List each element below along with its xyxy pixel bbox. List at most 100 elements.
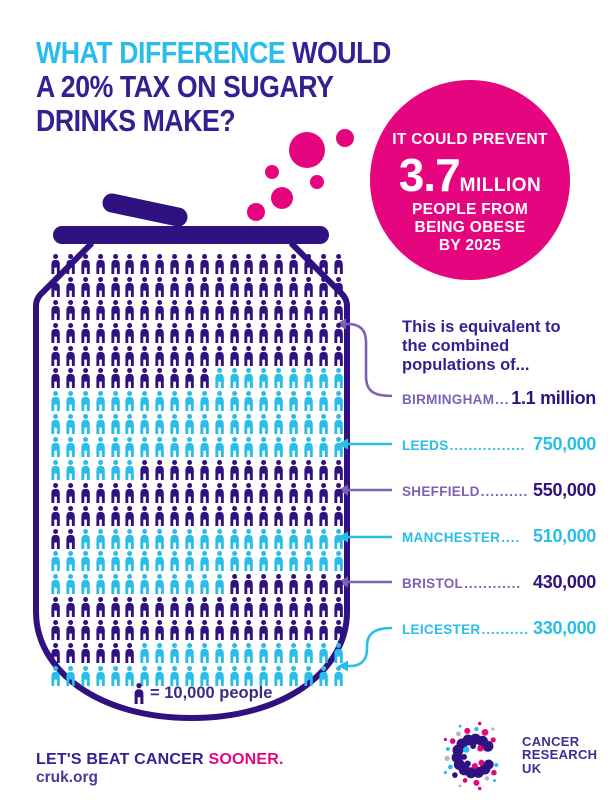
person-icon — [80, 506, 91, 526]
logo-dot — [490, 737, 496, 743]
person-icon — [303, 643, 314, 663]
person-icon — [333, 391, 344, 411]
logo-dot — [474, 726, 479, 732]
person-icon — [139, 437, 150, 457]
person-icon — [65, 277, 76, 297]
city-row: MANCHESTER .... 510,000 — [402, 526, 596, 547]
person-icon — [258, 323, 269, 343]
person-icon — [184, 483, 195, 503]
person-icon — [318, 300, 329, 320]
person-icon — [50, 620, 61, 640]
person-icon — [169, 277, 180, 297]
person-icon — [154, 551, 165, 571]
logo-dot — [473, 779, 480, 786]
person-icon — [333, 620, 344, 640]
person-icon — [243, 597, 254, 617]
person-icon — [288, 277, 299, 297]
person-icon — [110, 620, 121, 640]
fizz-bubble — [310, 175, 324, 189]
dotted-leader: ............ — [464, 576, 522, 591]
person-icon — [214, 254, 225, 274]
person-icon — [288, 666, 299, 686]
person-icon — [214, 460, 225, 480]
pictogram-row — [50, 437, 350, 460]
person-icon — [229, 300, 240, 320]
person-icon — [333, 437, 344, 457]
logo-line-1: CANCER — [522, 733, 580, 749]
pictogram-row — [50, 300, 350, 323]
person-icon — [333, 254, 344, 274]
title-line-3: DRINKS MAKE? — [36, 103, 236, 138]
person-icon — [95, 620, 106, 640]
person-icon — [229, 437, 240, 457]
person-icon — [229, 551, 240, 571]
city-population-value: 330,000 — [533, 618, 596, 638]
person-icon — [184, 254, 195, 274]
person-icon — [169, 597, 180, 617]
person-icon — [139, 254, 150, 274]
person-icon — [288, 620, 299, 640]
person-icon — [258, 391, 269, 411]
logo-dot — [443, 737, 447, 742]
person-icon — [110, 346, 121, 366]
person-icon — [65, 323, 76, 343]
person-icon — [80, 437, 91, 457]
person-icon — [169, 437, 180, 457]
person-icon — [303, 437, 314, 457]
person-icon — [124, 597, 135, 617]
person-icon — [273, 574, 284, 594]
title-accent: WHAT DIFFERENCE — [36, 35, 286, 70]
person-icon — [154, 483, 165, 503]
city-population-value: 550,000 — [533, 480, 596, 500]
person-icon — [110, 437, 121, 457]
person-icon — [229, 414, 240, 434]
fizz-bubble — [247, 203, 265, 221]
person-icon — [80, 346, 91, 366]
person-icon — [273, 368, 284, 388]
fizz-bubble — [289, 132, 325, 168]
title-line1-rest: WOULD — [285, 35, 391, 70]
person-icon — [229, 277, 240, 297]
person-icon — [318, 254, 329, 274]
people-pictogram — [50, 254, 350, 689]
person-icon — [50, 368, 61, 388]
person-icon — [184, 597, 195, 617]
person-icon — [124, 346, 135, 366]
person-icon — [318, 277, 329, 297]
pictogram-row — [50, 620, 350, 643]
city-row: BRISTOL ............ 430,000 — [402, 572, 596, 593]
person-icon — [318, 391, 329, 411]
person-icon — [243, 346, 254, 366]
person-icon — [229, 483, 240, 503]
person-icon — [199, 529, 210, 549]
person-icon — [273, 254, 284, 274]
logo-dot — [443, 770, 447, 775]
logo-text: CANCER RESEARCH UK — [522, 735, 597, 776]
leicester-arrow — [346, 626, 393, 668]
logo-dot — [449, 738, 456, 744]
person-icon — [258, 346, 269, 366]
person-icon — [303, 666, 314, 686]
logo-dot — [464, 760, 471, 767]
city-name: LEICESTER — [402, 622, 481, 637]
person-icon — [318, 323, 329, 343]
person-icon — [50, 643, 61, 663]
person-icon — [95, 254, 106, 274]
person-icon — [184, 529, 195, 549]
person-icon — [243, 368, 254, 388]
pictogram-row — [50, 368, 350, 391]
person-icon — [333, 666, 344, 686]
person-icon — [169, 574, 180, 594]
logo-dot — [494, 763, 499, 767]
person-icon — [199, 460, 210, 480]
person-icon — [154, 460, 165, 480]
person-icon — [214, 620, 225, 640]
logo-dot — [470, 743, 477, 749]
person-icon — [169, 620, 180, 640]
person-icon — [139, 277, 150, 297]
logo-dot — [458, 724, 462, 728]
city-population-value: 510,000 — [533, 526, 596, 546]
person-icon — [65, 254, 76, 274]
person-icon — [50, 277, 61, 297]
person-icon — [199, 254, 210, 274]
